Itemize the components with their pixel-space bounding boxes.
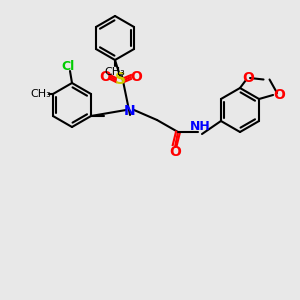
Text: Cl: Cl [61,61,75,74]
Text: O: O [242,71,254,85]
Text: O: O [99,70,111,84]
Text: O: O [273,88,285,102]
Text: CH₃: CH₃ [31,89,51,99]
Text: N: N [124,104,136,118]
Text: NH: NH [190,121,210,134]
Text: O: O [130,70,142,84]
Text: O: O [169,145,181,159]
Text: CH₃: CH₃ [105,67,125,77]
Text: S: S [115,73,125,88]
